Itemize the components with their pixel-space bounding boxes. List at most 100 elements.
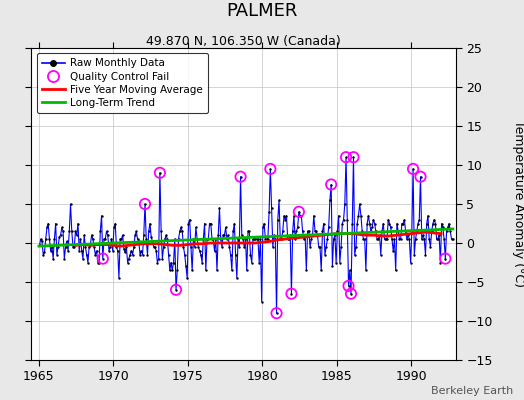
Point (294, 209, 303, 215)
Point (51, 220, 60, 227)
Point (289, 228, 297, 234)
Point (100, 236, 108, 242)
Point (341, 201, 349, 207)
Point (166, 267, 174, 274)
Point (77, 236, 85, 242)
Point (373, 236, 381, 242)
Point (301, 232, 309, 238)
Point (409, 166, 417, 172)
Point (347, 290, 355, 297)
Point (244, 228, 252, 234)
Point (60, 255, 69, 262)
Point (157, 228, 165, 234)
Point (367, 228, 375, 234)
Point (139, 232, 148, 238)
Point (224, 232, 232, 238)
Point (78, 248, 86, 254)
Legend: Raw Monthly Data, Quality Control Fail, Five Year Moving Average, Long-Term Tren: Raw Monthly Data, Quality Control Fail, … (37, 53, 208, 113)
Point (102, 228, 111, 234)
Point (416, 174, 424, 180)
Point (202, 267, 210, 274)
Point (357, 212, 365, 219)
Point (183, 275, 191, 281)
Point (348, 220, 356, 227)
Point (171, 236, 179, 242)
Point (225, 244, 234, 250)
Point (40, 249, 49, 256)
Point (194, 244, 203, 250)
Point (270, 232, 278, 238)
Point (181, 252, 189, 258)
Point (172, 286, 180, 293)
Point (138, 252, 147, 258)
Point (94, 259, 102, 266)
Point (254, 236, 262, 242)
Point (229, 228, 237, 234)
Point (449, 236, 457, 242)
Point (359, 236, 368, 242)
Point (49, 255, 57, 262)
Point (336, 259, 344, 266)
Point (96, 228, 104, 234)
Point (432, 236, 441, 242)
Point (137, 248, 146, 254)
Point (219, 232, 227, 238)
Point (185, 216, 194, 223)
Point (165, 252, 173, 258)
Point (337, 244, 345, 250)
Point (435, 232, 443, 238)
Point (264, 236, 272, 242)
Point (79, 255, 87, 262)
Point (353, 220, 362, 227)
Point (182, 263, 190, 270)
Point (330, 236, 338, 242)
Point (387, 224, 395, 230)
Point (114, 248, 122, 254)
Point (129, 244, 138, 250)
Point (331, 232, 339, 238)
Point (442, 228, 451, 234)
Point (277, 236, 286, 242)
Point (208, 236, 216, 242)
Point (74, 220, 82, 227)
Point (389, 248, 397, 254)
Point (218, 244, 226, 250)
Point (362, 267, 370, 274)
Point (422, 220, 431, 227)
Point (384, 216, 392, 223)
Point (101, 236, 110, 242)
Point (162, 232, 170, 238)
Point (350, 154, 358, 160)
Point (317, 267, 325, 274)
Point (430, 216, 439, 223)
Point (369, 216, 377, 223)
Point (161, 236, 169, 242)
Point (343, 216, 352, 223)
Point (243, 267, 251, 274)
Point (44, 220, 52, 227)
Point (237, 232, 246, 238)
Point (297, 212, 305, 219)
Point (292, 228, 301, 234)
Point (355, 201, 364, 207)
Point (53, 252, 61, 258)
Point (64, 248, 72, 254)
Point (351, 252, 359, 258)
Point (203, 236, 211, 242)
Point (419, 232, 427, 238)
Point (257, 298, 266, 305)
Point (99, 255, 107, 262)
Point (143, 252, 151, 258)
Point (342, 154, 350, 160)
Point (236, 174, 245, 180)
Point (199, 236, 208, 242)
Point (372, 228, 380, 234)
Point (421, 252, 430, 258)
Point (184, 220, 193, 227)
Point (174, 236, 183, 242)
Point (239, 236, 247, 242)
Point (222, 224, 230, 230)
Point (61, 244, 70, 250)
Point (425, 236, 433, 242)
Point (247, 259, 256, 266)
